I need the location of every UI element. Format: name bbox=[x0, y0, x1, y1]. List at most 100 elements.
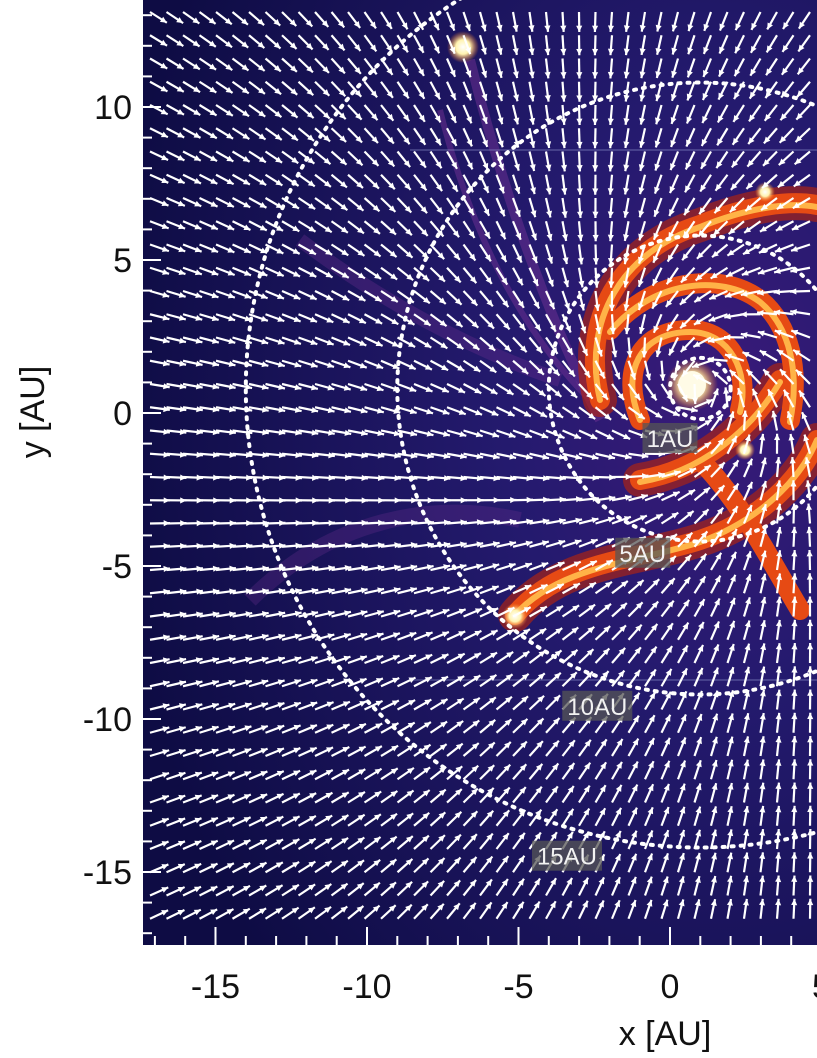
velocity-arrowhead bbox=[616, 738, 623, 746]
velocity-arrowhead bbox=[775, 712, 782, 720]
velocity-arrowhead bbox=[542, 518, 550, 525]
velocity-arrowhead bbox=[486, 810, 494, 818]
velocity-arrowhead bbox=[228, 679, 236, 686]
velocity-arrowhead bbox=[360, 587, 368, 594]
velocity-arrowhead bbox=[375, 340, 383, 347]
velocity-arrowhead bbox=[358, 317, 366, 324]
velocity-arrowhead bbox=[342, 746, 350, 753]
velocity-arrowhead bbox=[807, 852, 814, 859]
velocity-arrowhead bbox=[615, 830, 621, 838]
velocity-arrowhead bbox=[759, 666, 766, 674]
velocity-arrowhead bbox=[604, 413, 612, 420]
velocity-arrowhead bbox=[498, 163, 504, 171]
velocity-arrowhead bbox=[245, 565, 253, 572]
velocity-arrowhead bbox=[162, 337, 170, 344]
velocity-arrowhead bbox=[177, 863, 185, 870]
velocity-arrowhead bbox=[774, 329, 782, 336]
velocity-arrowhead bbox=[798, 21, 805, 29]
velocity-arrowhead bbox=[581, 348, 588, 356]
velocity-arrowhead bbox=[712, 250, 719, 258]
velocity-arrowhead bbox=[775, 898, 782, 906]
velocity-arrowhead bbox=[502, 833, 509, 841]
velocity-arrowhead bbox=[458, 387, 466, 393]
velocity-arrowhead bbox=[670, 534, 678, 541]
velocity-arrowhead bbox=[472, 720, 480, 727]
velocity-arrowhead bbox=[470, 811, 478, 818]
velocity-arrowhead bbox=[639, 25, 646, 32]
velocity-arrowhead bbox=[210, 223, 218, 230]
y-axis-title: y [AU] bbox=[14, 366, 52, 459]
velocity-arrowhead bbox=[520, 741, 527, 749]
velocity-arrowhead bbox=[623, 187, 630, 195]
velocity-arrowhead bbox=[309, 770, 317, 776]
velocity-arrowhead bbox=[308, 248, 316, 255]
velocity-arrowhead bbox=[178, 292, 186, 298]
velocity-arrowhead bbox=[277, 293, 284, 300]
velocity-arrowhead bbox=[605, 581, 612, 588]
velocity-arrowhead bbox=[425, 654, 433, 661]
velocity-arrowhead bbox=[228, 315, 236, 322]
velocity-arrowhead bbox=[616, 761, 622, 769]
velocity-arrowhead bbox=[244, 292, 252, 299]
velocity-arrowhead bbox=[360, 632, 368, 639]
velocity-arrowhead bbox=[528, 71, 535, 79]
velocity-arrowhead bbox=[161, 864, 169, 870]
velocity-arrowhead bbox=[743, 782, 750, 790]
velocity-arrowhead bbox=[544, 94, 551, 102]
velocity-arrowhead bbox=[475, 431, 483, 438]
velocity-arrowhead bbox=[650, 646, 657, 654]
velocity-arrowhead bbox=[502, 300, 509, 308]
velocity-arrowhead bbox=[402, 68, 409, 76]
velocity-arrowhead bbox=[552, 717, 560, 725]
velocity-arrowhead bbox=[243, 840, 251, 846]
velocity-arrowhead bbox=[626, 350, 633, 358]
velocity-arrowhead bbox=[728, 227, 736, 235]
velocity-arrowhead bbox=[493, 475, 500, 482]
velocity-arrowhead bbox=[258, 110, 266, 117]
velocity-arrowhead bbox=[434, 115, 441, 123]
velocity-arrowhead bbox=[791, 666, 798, 673]
velocity-arrowhead bbox=[704, 419, 712, 426]
velocity-arrowhead bbox=[529, 117, 536, 125]
velocity-arrowhead bbox=[293, 339, 301, 345]
velocity-arrowhead bbox=[306, 88, 314, 96]
velocity-arrowhead bbox=[407, 722, 415, 729]
velocity-arrowhead bbox=[209, 109, 217, 116]
velocity-arrowhead bbox=[371, 136, 378, 144]
velocity-arrowhead bbox=[212, 611, 220, 618]
velocity-arrowhead bbox=[307, 907, 315, 914]
velocity-arrowhead bbox=[538, 389, 546, 396]
velocity-arrowhead bbox=[393, 564, 401, 571]
velocity-arrowhead bbox=[556, 605, 564, 612]
velocity-arrowhead bbox=[740, 311, 747, 318]
velocity-arrowhead bbox=[525, 453, 533, 460]
velocity-arrowhead bbox=[746, 481, 753, 489]
velocity-arrowhead bbox=[242, 178, 250, 185]
velocity-arrowhead bbox=[460, 475, 467, 482]
velocity-arrowhead bbox=[749, 114, 756, 122]
velocity-arrowhead bbox=[726, 899, 733, 906]
velocity-arrowhead bbox=[440, 721, 448, 728]
velocity-arrowhead bbox=[576, 141, 583, 149]
velocity-arrowhead bbox=[544, 48, 551, 56]
velocity-arrowhead bbox=[774, 246, 782, 253]
velocity-arrowhead bbox=[680, 275, 688, 283]
velocity-arrowhead bbox=[583, 808, 590, 816]
velocity-arrowhead bbox=[409, 609, 417, 616]
velocity-arrowhead bbox=[391, 318, 399, 325]
velocity-arrowhead bbox=[567, 808, 574, 816]
velocity-arrowhead bbox=[632, 715, 639, 723]
velocity-arrowhead bbox=[456, 698, 464, 705]
velocity-arrowhead bbox=[195, 292, 203, 299]
velocity-arrowhead bbox=[773, 288, 781, 295]
velocity-arrowhead bbox=[775, 759, 782, 766]
velocity-arrowhead bbox=[537, 695, 545, 703]
velocity-arrowhead bbox=[761, 203, 768, 211]
velocity-arrowhead bbox=[716, 530, 723, 538]
velocity-arrowhead bbox=[344, 610, 351, 617]
velocity-arrowhead bbox=[757, 268, 765, 275]
velocity-arrowhead bbox=[437, 903, 444, 911]
velocity-arrowhead bbox=[326, 678, 334, 685]
velocity-arrowhead bbox=[531, 256, 538, 264]
velocity-arrowhead bbox=[630, 876, 637, 884]
